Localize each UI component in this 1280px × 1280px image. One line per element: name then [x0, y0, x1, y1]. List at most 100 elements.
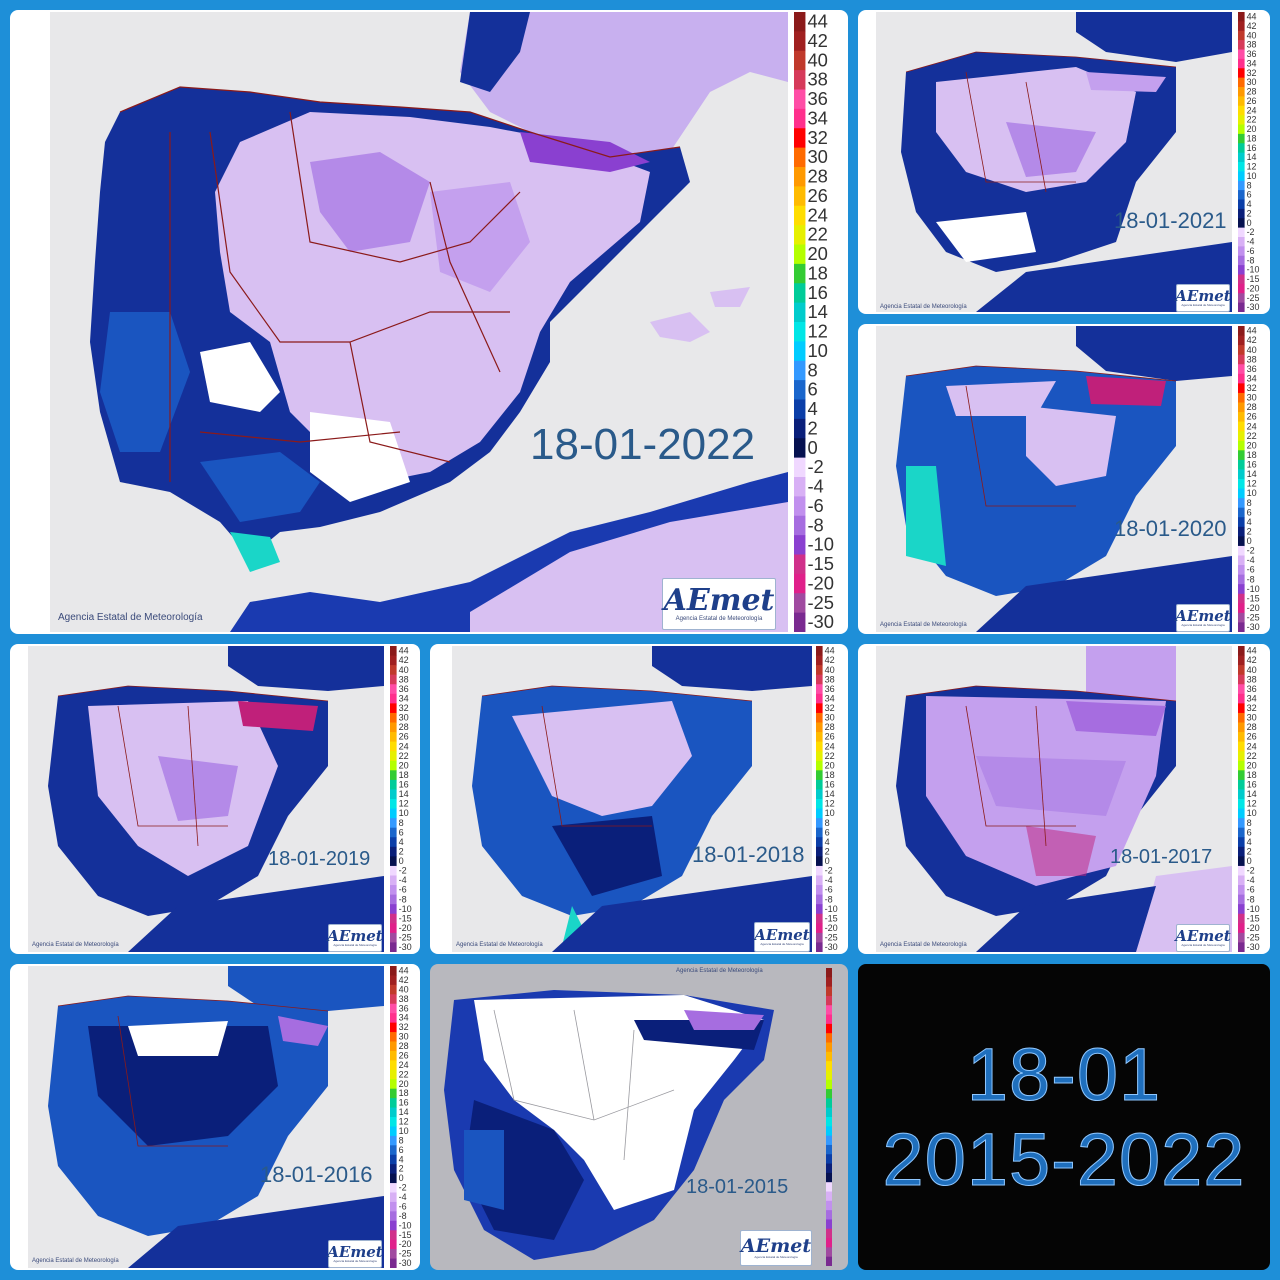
legend-label: 30: [399, 713, 409, 723]
legend-label: 8: [1247, 818, 1252, 828]
legend-label: 2: [1247, 526, 1252, 536]
legend-swatch: [1238, 837, 1245, 848]
legend-label: 0: [825, 856, 830, 866]
temperature-legend: 44 42 40 38 36 34 32 30 28 26 24 22 20 18 16 14 12 10 8 6 4 2…: [814, 646, 844, 952]
legend-swatch: [816, 779, 823, 790]
legend-swatch: [1238, 354, 1245, 365]
legend-swatch: [1238, 741, 1245, 752]
legend-label: 8: [825, 818, 830, 828]
legend-label: 6: [399, 827, 404, 837]
temperature-legend: 44 42 40 38 36 34 32 30 28 26 24 22 20 18 16 14 12 10 8 6 4 2…: [1236, 646, 1266, 952]
aemet-logo: AEmet Agencia Estatal de Meteorología: [1175, 924, 1231, 952]
legend-label: 26: [825, 732, 835, 742]
legend-swatch: [390, 994, 397, 1005]
legend-swatch: [390, 808, 397, 819]
legend-swatch: [826, 1079, 832, 1090]
legend-swatch: [390, 789, 397, 800]
legend-swatch: [826, 1033, 832, 1043]
legend-label: 6: [1247, 190, 1252, 200]
legend-swatch: [1238, 923, 1245, 934]
legend-swatch: [1238, 674, 1245, 685]
legend-swatch: [826, 1144, 832, 1155]
legend-swatch: [390, 1060, 397, 1071]
legend-swatch: [826, 1126, 832, 1137]
legend-swatch: [816, 646, 823, 657]
legend-label: 40: [825, 665, 835, 675]
legend-swatch: [816, 741, 823, 752]
legend-label: 0: [399, 856, 404, 866]
legend-swatch: [390, 1258, 397, 1268]
temperature-map-2016: 18-01-2016 Agencia Estatal de Meteorolog…: [28, 966, 384, 1268]
legend-label: 32: [399, 1022, 409, 1032]
legend-swatch: [390, 1249, 397, 1260]
legend-label: -20: [1247, 603, 1260, 613]
legend-swatch: [826, 1070, 832, 1081]
legend-label: -30: [399, 1258, 412, 1268]
legend-swatch: [826, 1014, 832, 1025]
legend-swatch: [1238, 21, 1245, 32]
legend-label: -4: [825, 875, 833, 885]
legend-label: -25: [399, 1249, 412, 1259]
legend-label: 30: [1247, 77, 1257, 87]
legend-label: 34: [399, 693, 409, 703]
legend-swatch: [1238, 255, 1245, 266]
legend-label: 24: [1247, 741, 1257, 751]
legend-label: -15: [1247, 913, 1260, 923]
map-panel-2021: 18-01-2021 Agencia Estatal de Meteorolog…: [858, 10, 1270, 314]
legend-swatch: [1238, 469, 1245, 480]
legend-label: -20: [1247, 283, 1260, 293]
legend-swatch: [390, 1022, 397, 1033]
legend-swatch: [1238, 603, 1245, 614]
legend-label: 2: [807, 417, 817, 438]
legend-label: -15: [1247, 274, 1260, 284]
legend-swatch: [390, 1239, 397, 1250]
legend-swatch: [390, 1173, 397, 1184]
legend-label: 4: [1247, 199, 1252, 209]
legend-swatch: [1238, 293, 1245, 304]
legend-label: 20: [399, 760, 409, 770]
legend-label: 36: [399, 684, 409, 694]
legend-label: 42: [825, 655, 835, 665]
legend-swatch: [826, 1172, 832, 1183]
legend-swatch: [390, 1088, 397, 1099]
credit-text: Agencia Estatal de Meteorología: [58, 612, 203, 623]
legend-swatch: [390, 1145, 397, 1156]
legend-label: 14: [399, 789, 409, 799]
legend-label: 36: [399, 1003, 409, 1013]
legend-swatch: [390, 1079, 397, 1090]
legend-swatch: [390, 923, 397, 934]
legend-swatch: [390, 827, 397, 838]
legend-label: 2: [399, 1164, 404, 1174]
legend-swatch: [794, 70, 806, 90]
legend-swatch: [826, 1210, 832, 1220]
legend-swatch: [1238, 885, 1245, 896]
legend-label: 44: [399, 646, 409, 656]
legend-swatch: [816, 712, 823, 723]
legend-swatch: [1238, 875, 1245, 886]
legend-swatch: [794, 89, 806, 110]
aemet-logo: AEmet Agencia Estatal de Meteorología: [1175, 284, 1231, 312]
legend-label: 6: [1247, 827, 1252, 837]
legend-swatch: [1238, 584, 1245, 595]
legend-label: 30: [399, 1032, 409, 1042]
legend-label: 4: [1247, 517, 1252, 527]
legend-label: 0: [1247, 856, 1252, 866]
legend-label: 22: [1247, 431, 1257, 441]
legend-swatch: [390, 674, 397, 685]
legend-swatch: [390, 975, 397, 986]
legend-swatch: [816, 942, 823, 952]
legend-label: 2: [399, 846, 404, 856]
legend-label: -10: [1247, 584, 1260, 594]
map-panel-2018: 18-01-2018 Agencia Estatal de Meteorolog…: [430, 644, 848, 954]
legend-label: -10: [807, 534, 834, 555]
legend-swatch: [826, 1200, 832, 1211]
legend-label: 22: [825, 751, 835, 761]
legend-swatch: [826, 1219, 832, 1230]
legend-label: 40: [1247, 665, 1257, 675]
legend-label: 40: [399, 665, 409, 675]
legend-label: 32: [1247, 703, 1257, 713]
legend-label: 16: [399, 1098, 409, 1108]
legend-swatch: [390, 684, 397, 695]
legend-swatch: [390, 655, 397, 666]
legend-label: -15: [807, 553, 834, 574]
